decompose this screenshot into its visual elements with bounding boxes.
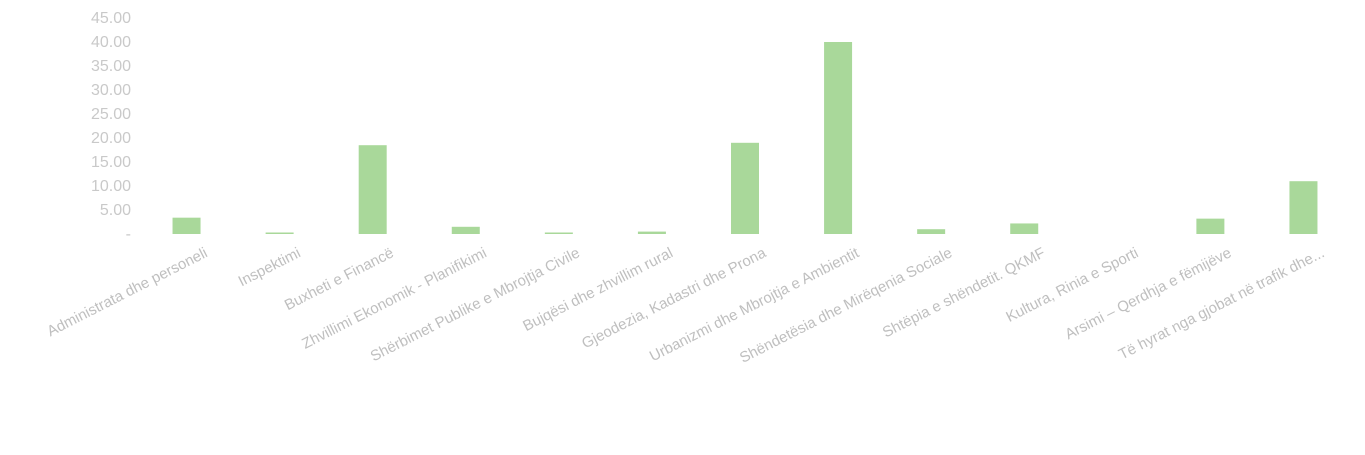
y-tick-label: - [126, 226, 131, 243]
bar [1196, 218, 1225, 234]
x-tick-label: Administrata dhe personeli [44, 244, 210, 340]
bar [1289, 181, 1318, 234]
y-tick-label: 35.00 [91, 58, 131, 75]
bar [637, 231, 666, 234]
y-tick-label: 25.00 [91, 106, 131, 123]
bar [265, 232, 294, 234]
bar [358, 145, 387, 234]
y-tick-label: 10.00 [91, 178, 131, 195]
y-tick-label: 45.00 [91, 10, 131, 27]
x-tick-label: Shtëpia e shëndetit. QKMF [880, 244, 1048, 341]
bar [451, 226, 480, 234]
y-tick-label: 15.00 [91, 154, 131, 171]
y-axis: - 5.00 10.00 15.00 20.00 25.00 30.00 35.00 40.00… [91, 10, 131, 243]
bars-group [172, 42, 1318, 234]
x-tick-label: Inspektimi [236, 244, 304, 290]
bar [1010, 223, 1039, 234]
x-tick-label: Arsimi – Qerdhja e fëmijëve [1062, 244, 1234, 343]
bar [824, 42, 853, 234]
bar [172, 217, 201, 234]
bar [544, 232, 573, 234]
bar [917, 229, 946, 234]
x-tick-label: Bujqësi dhe zhvillim rural [520, 244, 676, 334]
y-tick-label: 5.00 [100, 202, 131, 219]
bar [731, 142, 759, 234]
y-tick-label: 30.00 [91, 82, 131, 99]
y-tick-label: 40.00 [91, 34, 131, 51]
x-axis: Administrata dhe personeli InspektimiBuxh… [44, 244, 1327, 367]
y-tick-label: 20.00 [91, 130, 131, 147]
